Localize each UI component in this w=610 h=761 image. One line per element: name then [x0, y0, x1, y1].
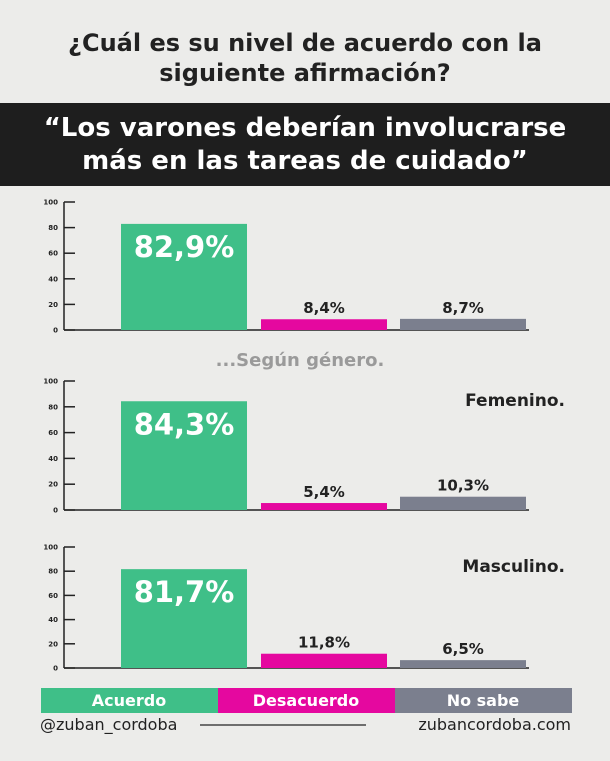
- bar-acuerdo: [121, 569, 247, 668]
- legend-swatch: [395, 688, 572, 713]
- bar-no-sabe: [400, 318, 526, 330]
- y-tick-label: 80: [48, 403, 58, 411]
- data-label: 11,8%: [298, 634, 350, 652]
- question-line-2: siguiente afirmación?: [159, 59, 451, 87]
- footer-website: zubancordoba.com: [418, 715, 571, 734]
- bar-acuerdo: [121, 223, 247, 330]
- bar-desacuerdo: [261, 319, 387, 330]
- footer-handle: @zuban_cordoba: [40, 715, 177, 735]
- statement-line-2: más en las tareas de cuidado”: [82, 146, 528, 176]
- y-tick-label: 80: [48, 224, 58, 232]
- y-tick-label: 0: [53, 665, 58, 673]
- bar-no-sabe: [400, 660, 526, 668]
- legend-label: No sabe: [447, 691, 520, 710]
- y-tick-label: 40: [48, 616, 58, 624]
- data-label: 8,7%: [442, 299, 484, 317]
- y-tick-label: 20: [48, 301, 58, 309]
- y-tick-label: 40: [48, 275, 58, 283]
- legend-swatch: [218, 688, 395, 713]
- data-label: 8,4%: [303, 299, 345, 317]
- legend-label: Acuerdo: [92, 691, 166, 710]
- statement-banner: “Los varones deberían involucrarse más e…: [0, 103, 610, 186]
- bar-chart-0: 0 20 40 60 80 100 82,9% 8,4% 8,7%: [43, 199, 529, 335]
- data-label: 81,7%: [134, 575, 235, 609]
- legend: Acuerdo Desacuerdo No sabe: [41, 688, 572, 713]
- data-label: 82,9%: [134, 230, 235, 264]
- bar-desacuerdo: [261, 653, 387, 668]
- data-label: 5,4%: [303, 483, 345, 501]
- y-tick-label: 20: [48, 640, 58, 648]
- bar-acuerdo: [121, 401, 247, 510]
- y-tick-label: 60: [48, 429, 58, 437]
- chart-title: Femenino.: [465, 391, 565, 411]
- bar-chart-1: 0 20 40 60 80 100 Femenino. 84,3% 5,4% 10,3%: [43, 378, 565, 515]
- legend-label: Desacuerdo: [253, 691, 360, 710]
- y-tick-label: 0: [53, 507, 58, 515]
- y-tick-label: 40: [48, 455, 58, 463]
- by-gender-label: ...Según género.: [216, 350, 385, 371]
- data-label: 84,3%: [134, 407, 235, 441]
- bar-desacuerdo: [261, 503, 387, 510]
- y-tick-label: 20: [48, 481, 58, 489]
- bar-chart-2: 0 20 40 60 80 100 Masculino. 81,7% 11,8% 6,5%: [43, 544, 565, 673]
- y-tick-label: 100: [43, 199, 58, 207]
- data-label: 6,5%: [442, 640, 484, 658]
- data-label: 10,3%: [437, 477, 489, 495]
- legend-swatch: [41, 688, 218, 713]
- y-tick-label: 80: [48, 568, 58, 576]
- chart-title: Masculino.: [462, 557, 565, 577]
- y-tick-label: 100: [43, 378, 58, 386]
- statement-line-1: “Los varones deberían involucrarse: [43, 113, 567, 143]
- bar-no-sabe: [400, 496, 526, 510]
- y-tick-label: 60: [48, 592, 58, 600]
- question-title: ¿Cuál es su nivel de acuerdo con la sigu…: [0, 28, 610, 88]
- y-tick-label: 60: [48, 250, 58, 258]
- y-tick-label: 100: [43, 544, 58, 552]
- y-tick-label: 0: [53, 327, 58, 335]
- question-line-1: ¿Cuál es su nivel de acuerdo con la: [68, 29, 542, 57]
